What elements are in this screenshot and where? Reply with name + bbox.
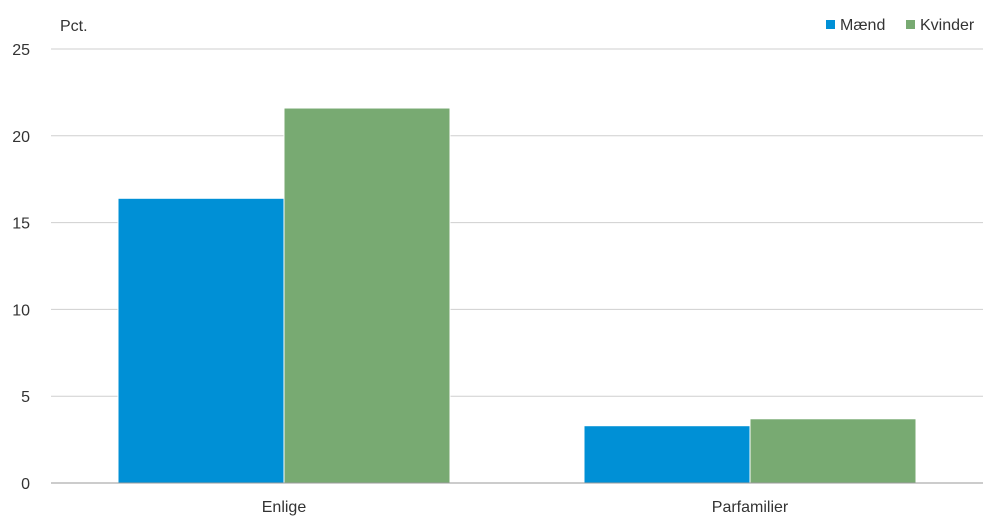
- y-tick-label: 20: [12, 129, 30, 146]
- y-axis-unit-label: Pct.: [60, 18, 88, 35]
- y-tick-label: 10: [12, 302, 30, 319]
- legend-label: Kvinder: [920, 17, 975, 34]
- bars: [117, 107, 917, 484]
- legend: Mænd Kvinder: [826, 17, 975, 34]
- bar-parfamilier-kvinder: [749, 418, 917, 484]
- legend-swatch-kvinder: [906, 20, 915, 29]
- x-axis-categories: Enlige Parfamilier: [262, 499, 789, 516]
- bar-enlige-kvinder: [283, 107, 451, 484]
- y-tick-label: 25: [12, 42, 30, 59]
- y-axis-ticks: 0 5 10 15 20 25: [12, 42, 30, 493]
- bar-enlige-mænd: [117, 197, 285, 484]
- legend-swatch-mænd: [826, 20, 835, 29]
- x-category-label: Enlige: [262, 499, 307, 516]
- y-tick-label: 15: [12, 216, 30, 233]
- y-tick-label: 5: [21, 389, 30, 406]
- legend-label: Mænd: [840, 17, 885, 34]
- y-tick-label: 0: [21, 476, 30, 493]
- x-category-label: Parfamilier: [712, 499, 789, 516]
- bar-parfamilier-mænd: [583, 425, 751, 484]
